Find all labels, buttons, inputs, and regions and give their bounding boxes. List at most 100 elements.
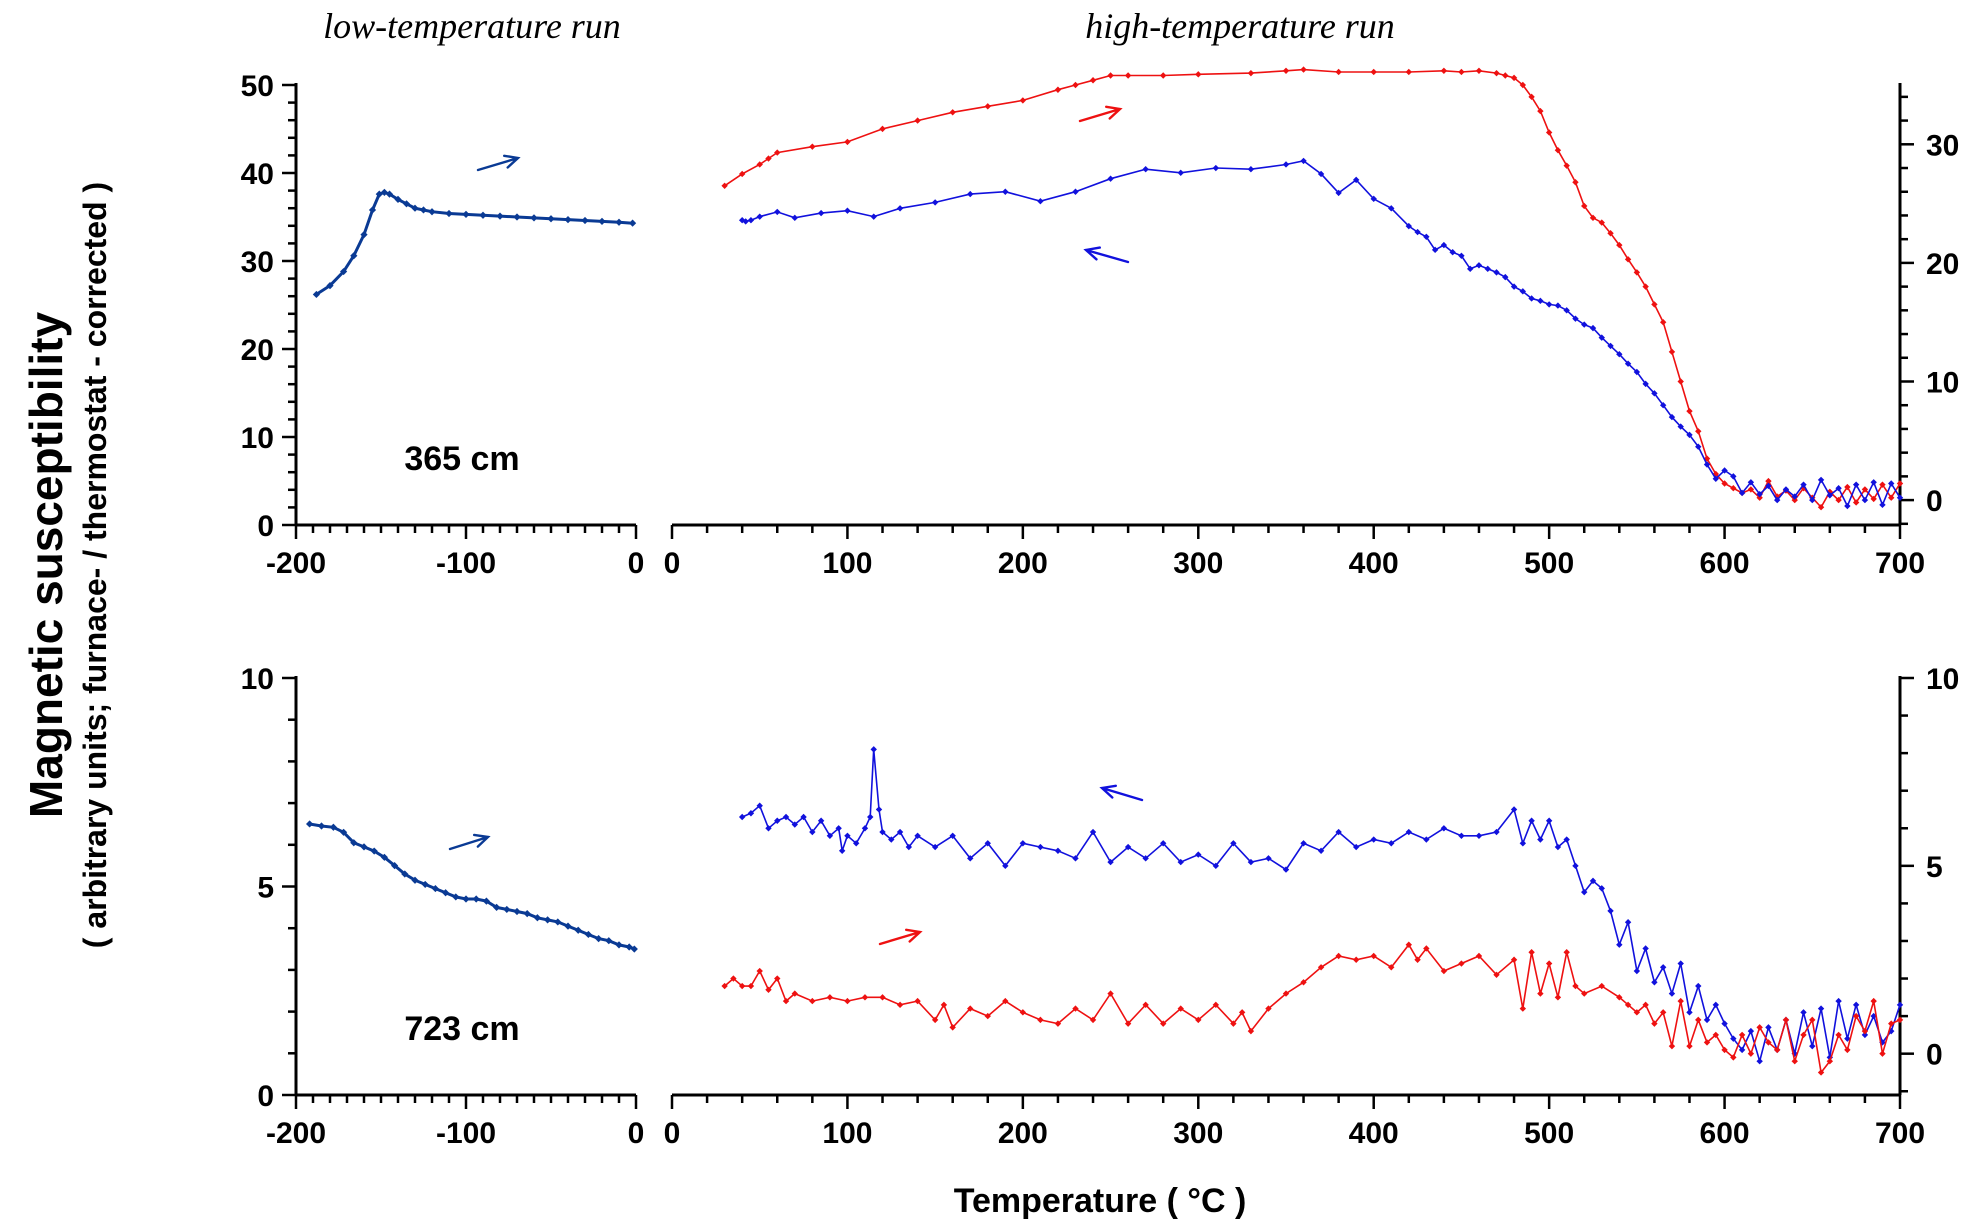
data-point-cooling bbox=[1475, 832, 1483, 839]
data-point-heating bbox=[1695, 428, 1702, 435]
data-point-cooling bbox=[1563, 307, 1570, 314]
data-point-cooling bbox=[931, 199, 939, 206]
x-axis-label: Temperature ( °C ) bbox=[954, 1182, 1247, 1219]
data-point-cooling bbox=[1607, 342, 1614, 350]
data-point-cooling bbox=[1589, 324, 1597, 332]
data-point-cooling bbox=[1651, 390, 1658, 397]
data-point-heating bbox=[1545, 960, 1553, 967]
data-point-cooling bbox=[1467, 265, 1474, 273]
data-point-cooling bbox=[949, 832, 956, 839]
data-point-heating bbox=[1686, 407, 1693, 415]
sample-label: 723 cm bbox=[404, 1010, 519, 1048]
data-point-low-temperature-run bbox=[564, 922, 572, 930]
data-point-heating bbox=[1388, 964, 1395, 971]
data-point-cooling bbox=[1782, 486, 1790, 493]
sample-label: 365 cm bbox=[404, 440, 519, 478]
data-point-heating bbox=[1405, 941, 1412, 948]
data-point-cooling bbox=[1703, 461, 1711, 468]
data-point-heating bbox=[1537, 107, 1544, 115]
data-point-heating bbox=[1107, 990, 1114, 997]
data-point-heating bbox=[1616, 994, 1623, 1001]
data-point-low-temperature-run bbox=[547, 215, 555, 223]
data-point-cooling bbox=[1388, 840, 1395, 847]
data-point-cooling bbox=[1852, 1001, 1860, 1009]
data-point-heating bbox=[782, 997, 790, 1005]
data-point-low-temperature-run bbox=[615, 218, 623, 226]
data-point-cooling bbox=[1510, 283, 1518, 290]
data-point-heating bbox=[879, 994, 886, 1001]
data-point-low-temperature-run bbox=[472, 895, 480, 903]
data-point-cooling bbox=[1458, 832, 1465, 839]
data-point-cooling bbox=[1352, 176, 1360, 184]
low-y-tick-label: 30 bbox=[241, 246, 274, 279]
data-point-heating bbox=[896, 1001, 904, 1009]
data-point-cooling bbox=[738, 813, 746, 821]
data-point-cooling bbox=[1581, 321, 1588, 328]
data-point-heating bbox=[826, 994, 834, 1001]
data-point-cooling bbox=[1616, 941, 1623, 948]
data-point-cooling bbox=[1835, 485, 1842, 492]
data-point-cooling bbox=[896, 828, 904, 836]
data-point-low-temperature-run bbox=[340, 267, 348, 276]
data-point-cooling bbox=[1835, 997, 1842, 1005]
series-line-cooling bbox=[741, 749, 1901, 1065]
data-point-heating bbox=[747, 982, 755, 990]
data-point-heating bbox=[1554, 994, 1562, 1001]
data-point-cooling bbox=[1730, 1035, 1737, 1042]
data-point-low-temperature-run bbox=[452, 893, 460, 901]
data-point-low-temperature-run bbox=[360, 231, 368, 239]
data-point-heating bbox=[1019, 97, 1027, 104]
data-point-cooling bbox=[1712, 475, 1719, 482]
high-y-tick-label: 0 bbox=[1926, 485, 1943, 518]
data-point-cooling bbox=[1545, 301, 1553, 308]
data-point-cooling bbox=[1686, 431, 1693, 439]
data-point-heating bbox=[1212, 1001, 1220, 1009]
data-point-cooling bbox=[1695, 443, 1702, 450]
data-point-cooling bbox=[1677, 423, 1684, 430]
data-point-low-temperature-run bbox=[370, 847, 378, 855]
data-point-heating bbox=[1493, 69, 1500, 77]
data-point-heating bbox=[1598, 982, 1605, 990]
data-point-cooling bbox=[1142, 855, 1149, 862]
data-point-low-temperature-run bbox=[428, 208, 436, 216]
low-y-tick-label: 5 bbox=[257, 872, 274, 905]
data-point-cooling bbox=[835, 825, 842, 832]
data-point-cooling bbox=[1502, 273, 1509, 281]
data-point-heating bbox=[940, 1001, 948, 1009]
data-point-heating bbox=[738, 982, 746, 990]
data-point-heating bbox=[809, 997, 816, 1005]
data-point-cooling bbox=[747, 810, 755, 817]
data-point-cooling bbox=[1703, 1016, 1711, 1024]
data-point-cooling bbox=[888, 836, 895, 843]
data-point-cooling bbox=[1335, 189, 1342, 197]
data-point-heating bbox=[1177, 1005, 1184, 1012]
series-line-cooling bbox=[741, 160, 1901, 508]
high-x-tick-label: 600 bbox=[1700, 1117, 1750, 1150]
data-point-heating bbox=[721, 182, 728, 190]
data-point-heating bbox=[1817, 504, 1825, 511]
data-point-cooling bbox=[1493, 269, 1500, 276]
data-point-low-temperature-run bbox=[317, 822, 326, 830]
data-point-cooling bbox=[1633, 368, 1641, 376]
data-point-heating bbox=[1852, 1012, 1860, 1020]
data-point-cooling bbox=[1212, 862, 1220, 870]
data-point-cooling bbox=[870, 746, 877, 753]
high-x-tick-label: 600 bbox=[1700, 547, 1750, 580]
data-point-cooling bbox=[1370, 195, 1377, 203]
data-point-low-temperature-run bbox=[544, 916, 552, 924]
low-y-tick-label: 50 bbox=[241, 70, 274, 103]
data-point-low-temperature-run bbox=[629, 219, 637, 227]
data-point-cooling bbox=[774, 817, 781, 824]
data-point-low-temperature-run bbox=[380, 188, 388, 196]
series-line-heating bbox=[724, 943, 1901, 1075]
data-point-cooling bbox=[1721, 467, 1728, 474]
high-x-tick-label: 700 bbox=[1875, 547, 1925, 580]
high-x-tick-label: 0 bbox=[664, 547, 681, 580]
data-point-cooling bbox=[1616, 351, 1623, 358]
data-point-cooling bbox=[1747, 479, 1755, 486]
data-point-cooling bbox=[1300, 157, 1307, 165]
data-point-low-temperature-run bbox=[482, 897, 490, 905]
data-point-heating bbox=[1581, 202, 1588, 210]
data-point-heating bbox=[949, 1024, 956, 1031]
data-point-cooling bbox=[1019, 840, 1027, 847]
